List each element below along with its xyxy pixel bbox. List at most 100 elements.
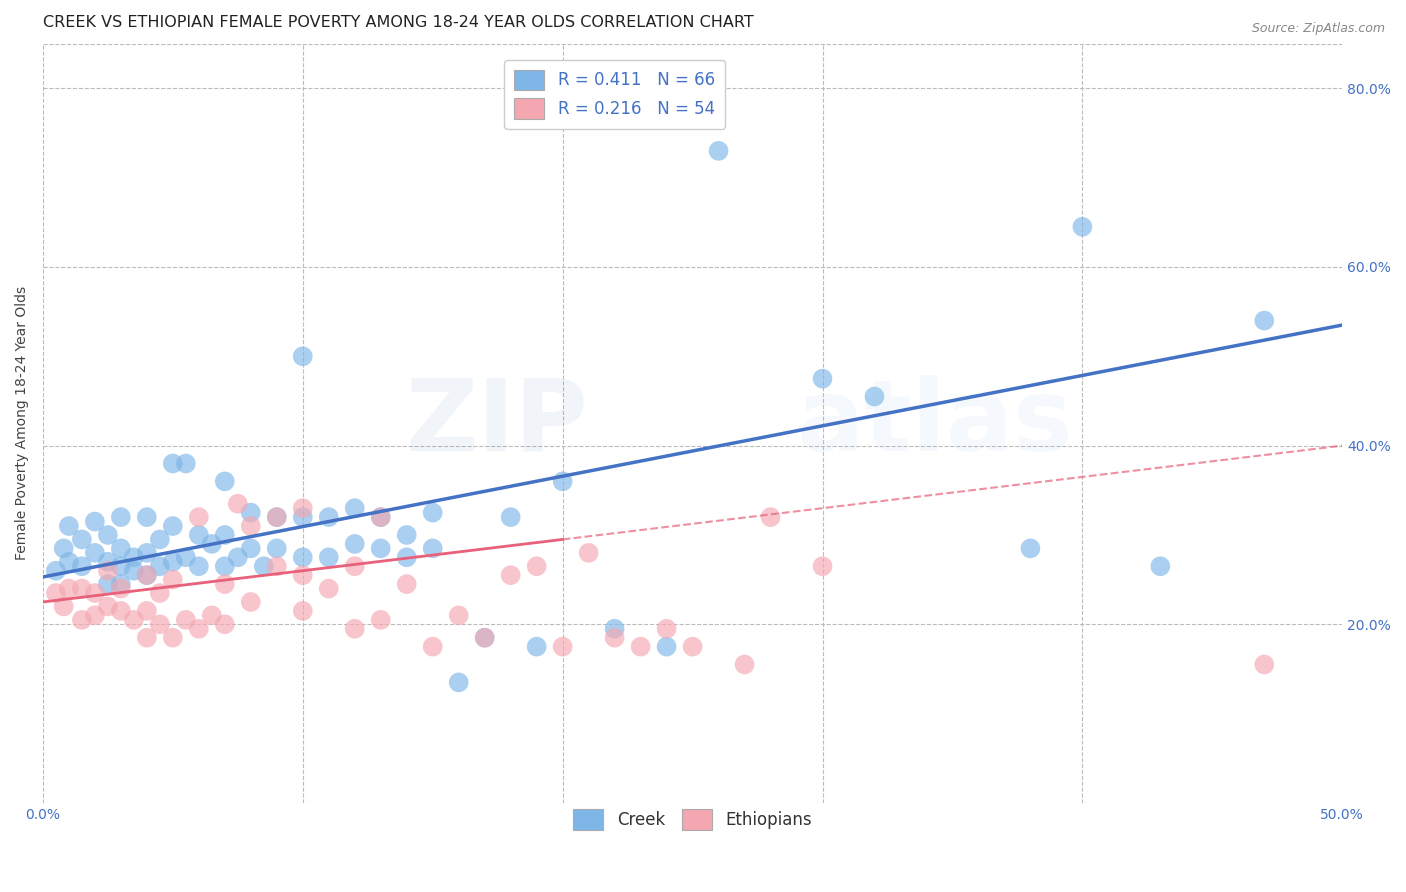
Point [83, 608, 105, 623]
Point [201, 537, 224, 551]
Point [162, 555, 184, 569]
Point [135, 546, 157, 560]
Point [214, 528, 236, 542]
Point [603, 622, 626, 636]
Point [149, 559, 172, 574]
Point [395, 528, 418, 542]
Point [811, 559, 834, 574]
Point [474, 631, 496, 645]
Point [45, 564, 67, 578]
Point [70, 613, 93, 627]
Point [291, 550, 314, 565]
Point [83, 515, 105, 529]
Point [174, 550, 197, 565]
Text: Source: ZipAtlas.com: Source: ZipAtlas.com [1251, 22, 1385, 36]
Point [214, 577, 236, 591]
Point [45, 586, 67, 600]
Point [226, 497, 249, 511]
Point [1019, 541, 1042, 556]
Point [214, 475, 236, 489]
Point [253, 559, 276, 574]
Point [97, 528, 120, 542]
Y-axis label: Female Poverty Among 18-24 Year Olds: Female Poverty Among 18-24 Year Olds [15, 286, 30, 560]
Text: ZIP: ZIP [406, 375, 589, 472]
Point [58, 582, 80, 596]
Point [187, 528, 209, 542]
Point [214, 617, 236, 632]
Point [291, 501, 314, 516]
Point [110, 604, 132, 618]
Point [201, 608, 224, 623]
Point [266, 510, 288, 524]
Point [135, 604, 157, 618]
Point [135, 568, 157, 582]
Point [122, 550, 145, 565]
Point [759, 510, 782, 524]
Text: atlas: atlas [797, 375, 1073, 472]
Point [551, 475, 574, 489]
Point [162, 631, 184, 645]
Point [149, 586, 172, 600]
Point [630, 640, 652, 654]
Point [603, 631, 626, 645]
Point [422, 506, 444, 520]
Point [149, 533, 172, 547]
Point [343, 559, 366, 574]
Point [395, 550, 418, 565]
Point [239, 541, 262, 556]
Point [58, 555, 80, 569]
Point [1071, 219, 1094, 234]
Point [174, 457, 197, 471]
Point [526, 559, 548, 574]
Point [110, 577, 132, 591]
Point [174, 613, 197, 627]
Point [863, 390, 886, 404]
Point [343, 501, 366, 516]
Point [499, 510, 522, 524]
Point [110, 559, 132, 574]
Point [97, 577, 120, 591]
Point [1149, 559, 1171, 574]
Point [655, 640, 678, 654]
Point [655, 622, 678, 636]
Point [447, 675, 470, 690]
Point [734, 657, 756, 672]
Point [343, 537, 366, 551]
Point [187, 559, 209, 574]
Point [187, 510, 209, 524]
Point [811, 371, 834, 385]
Point [551, 640, 574, 654]
Point [70, 533, 93, 547]
Point [135, 568, 157, 582]
Legend: Creek, Ethiopians: Creek, Ethiopians [567, 803, 818, 837]
Point [266, 510, 288, 524]
Point [226, 550, 249, 565]
Text: CREEK VS ETHIOPIAN FEMALE POVERTY AMONG 18-24 YEAR OLDS CORRELATION CHART: CREEK VS ETHIOPIAN FEMALE POVERTY AMONG … [44, 15, 754, 30]
Point [83, 546, 105, 560]
Point [162, 519, 184, 533]
Point [135, 510, 157, 524]
Point [266, 541, 288, 556]
Point [239, 519, 262, 533]
Point [187, 622, 209, 636]
Point [266, 559, 288, 574]
Point [239, 595, 262, 609]
Point [149, 617, 172, 632]
Point [97, 564, 120, 578]
Point [110, 510, 132, 524]
Point [499, 568, 522, 582]
Point [682, 640, 704, 654]
Point [162, 457, 184, 471]
Point [343, 622, 366, 636]
Point [578, 546, 600, 560]
Point [291, 604, 314, 618]
Point [370, 510, 392, 524]
Point [707, 144, 730, 158]
Point [70, 582, 93, 596]
Point [318, 550, 340, 565]
Point [70, 559, 93, 574]
Point [318, 582, 340, 596]
Point [447, 608, 470, 623]
Point [52, 541, 75, 556]
Point [318, 510, 340, 524]
